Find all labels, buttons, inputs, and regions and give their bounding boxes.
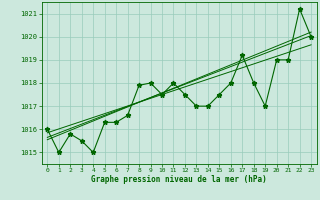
X-axis label: Graphe pression niveau de la mer (hPa): Graphe pression niveau de la mer (hPa) [91,175,267,184]
